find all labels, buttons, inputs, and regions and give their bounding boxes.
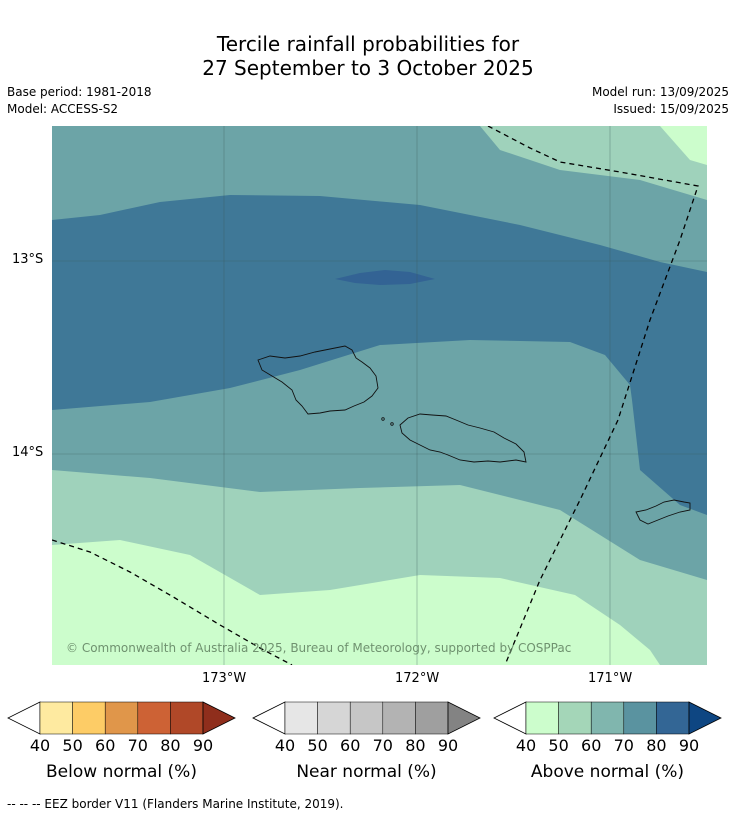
copyright-text: © Commonwealth of Australia 2025, Bureau… bbox=[66, 641, 572, 655]
colorbar-segment bbox=[72, 701, 106, 735]
colorbar-extend-right bbox=[688, 701, 722, 735]
eez-legend-footer: -- -- -- EEZ border V11 (Flanders Marine… bbox=[7, 797, 344, 811]
colorbar-extend-left bbox=[252, 701, 286, 735]
colorbar-segment bbox=[656, 701, 690, 735]
prob-zone-40-50-top bbox=[660, 126, 707, 165]
colorbar-tick-label: 80 bbox=[160, 736, 181, 755]
colorbar-tick-label: 40 bbox=[515, 736, 537, 755]
colorbar-segment bbox=[623, 701, 657, 735]
colorbar-tick-label: 50 bbox=[62, 736, 83, 755]
colorbar-tick-label: 90 bbox=[678, 736, 700, 755]
upolu-island bbox=[399, 413, 527, 463]
graticule bbox=[52, 126, 707, 665]
model-run-text: Model run: 13/09/2025 bbox=[591, 85, 729, 99]
colorbar-extend-left bbox=[493, 701, 527, 735]
colorbar-segment bbox=[137, 701, 171, 735]
colorbar-segment bbox=[382, 701, 416, 735]
savaii-island bbox=[257, 345, 379, 415]
lon-label-173w: 173°W bbox=[202, 671, 247, 686]
lat-label-14s: 14°S bbox=[12, 445, 44, 460]
colorbar-1 bbox=[252, 701, 481, 735]
colorbar-tick-label: 60 bbox=[340, 736, 361, 755]
colorbar-label: Below normal (%) bbox=[46, 762, 197, 782]
colorbar-tick-label: 70 bbox=[613, 736, 634, 755]
colorbar-tick-label: 90 bbox=[192, 736, 214, 755]
map-area bbox=[52, 126, 707, 665]
colorbar-segment bbox=[525, 701, 559, 735]
issued-text: Issued: 15/09/2025 bbox=[613, 102, 729, 116]
lon-label-172w: 172°W bbox=[395, 671, 440, 686]
apolima-islet bbox=[390, 422, 394, 426]
meta-left: Base period: 1981-2018 Model: ACCESS-S2 bbox=[7, 84, 152, 118]
prob-zone-80-90 bbox=[335, 270, 435, 285]
colorbar-tick-label: 80 bbox=[405, 736, 426, 755]
colorbar-segment bbox=[104, 701, 139, 735]
colorbar-tick-label: 50 bbox=[307, 736, 328, 755]
colorbar-tick-label: 40 bbox=[29, 736, 51, 755]
colorbar-segment bbox=[590, 701, 625, 735]
colorbar-extend-right bbox=[202, 701, 236, 735]
colorbar-extend-right bbox=[447, 701, 481, 735]
colorbar-0 bbox=[7, 701, 236, 735]
colorbar-segment bbox=[415, 701, 449, 735]
colorbar-tick-label: 40 bbox=[274, 736, 296, 755]
base-period-text: Base period: 1981-2018 bbox=[7, 85, 152, 99]
meta-right: Model run: 13/09/2025 Issued: 15/09/2025 bbox=[592, 84, 729, 118]
colorbar-extend-left bbox=[7, 701, 41, 735]
colorbar-segment bbox=[284, 701, 318, 735]
tutuila-island bbox=[635, 499, 691, 525]
lat-label-13s: 13°S bbox=[12, 252, 44, 267]
colorbar-segment bbox=[558, 701, 592, 735]
model-text: Model: ACCESS-S2 bbox=[7, 102, 119, 116]
colorbar-tick-label: 80 bbox=[646, 736, 667, 755]
colorbar-label: Near normal (%) bbox=[296, 762, 437, 782]
colorbar-segment bbox=[317, 701, 351, 735]
prob-zone-70-80 bbox=[52, 195, 707, 515]
colorbar-segment bbox=[39, 701, 73, 735]
colorbar-tick-label: 60 bbox=[581, 736, 602, 755]
colorbar-tick-label: 50 bbox=[548, 736, 569, 755]
colorbar-segment bbox=[170, 701, 204, 735]
colorbar-tick-label: 70 bbox=[127, 736, 148, 755]
chart-title-line1: Tercile rainfall probabilities for bbox=[216, 32, 520, 56]
colorbar-2 bbox=[493, 701, 722, 735]
colorbar-tick-label: 60 bbox=[95, 736, 116, 755]
eez-border-east bbox=[487, 126, 699, 665]
eez-border-south bbox=[52, 539, 293, 665]
lon-label-171w: 171°W bbox=[588, 671, 633, 686]
manono-islet bbox=[381, 417, 385, 421]
chart-title-line2: 27 September to 3 October 2025 bbox=[202, 56, 534, 80]
prob-zone-40-50-bottom bbox=[52, 540, 660, 665]
colorbar-segment bbox=[349, 701, 384, 735]
colorbar-tick-label: 90 bbox=[437, 736, 459, 755]
colorbar-label: Above normal (%) bbox=[530, 762, 685, 782]
colorbar-tick-label: 70 bbox=[372, 736, 393, 755]
